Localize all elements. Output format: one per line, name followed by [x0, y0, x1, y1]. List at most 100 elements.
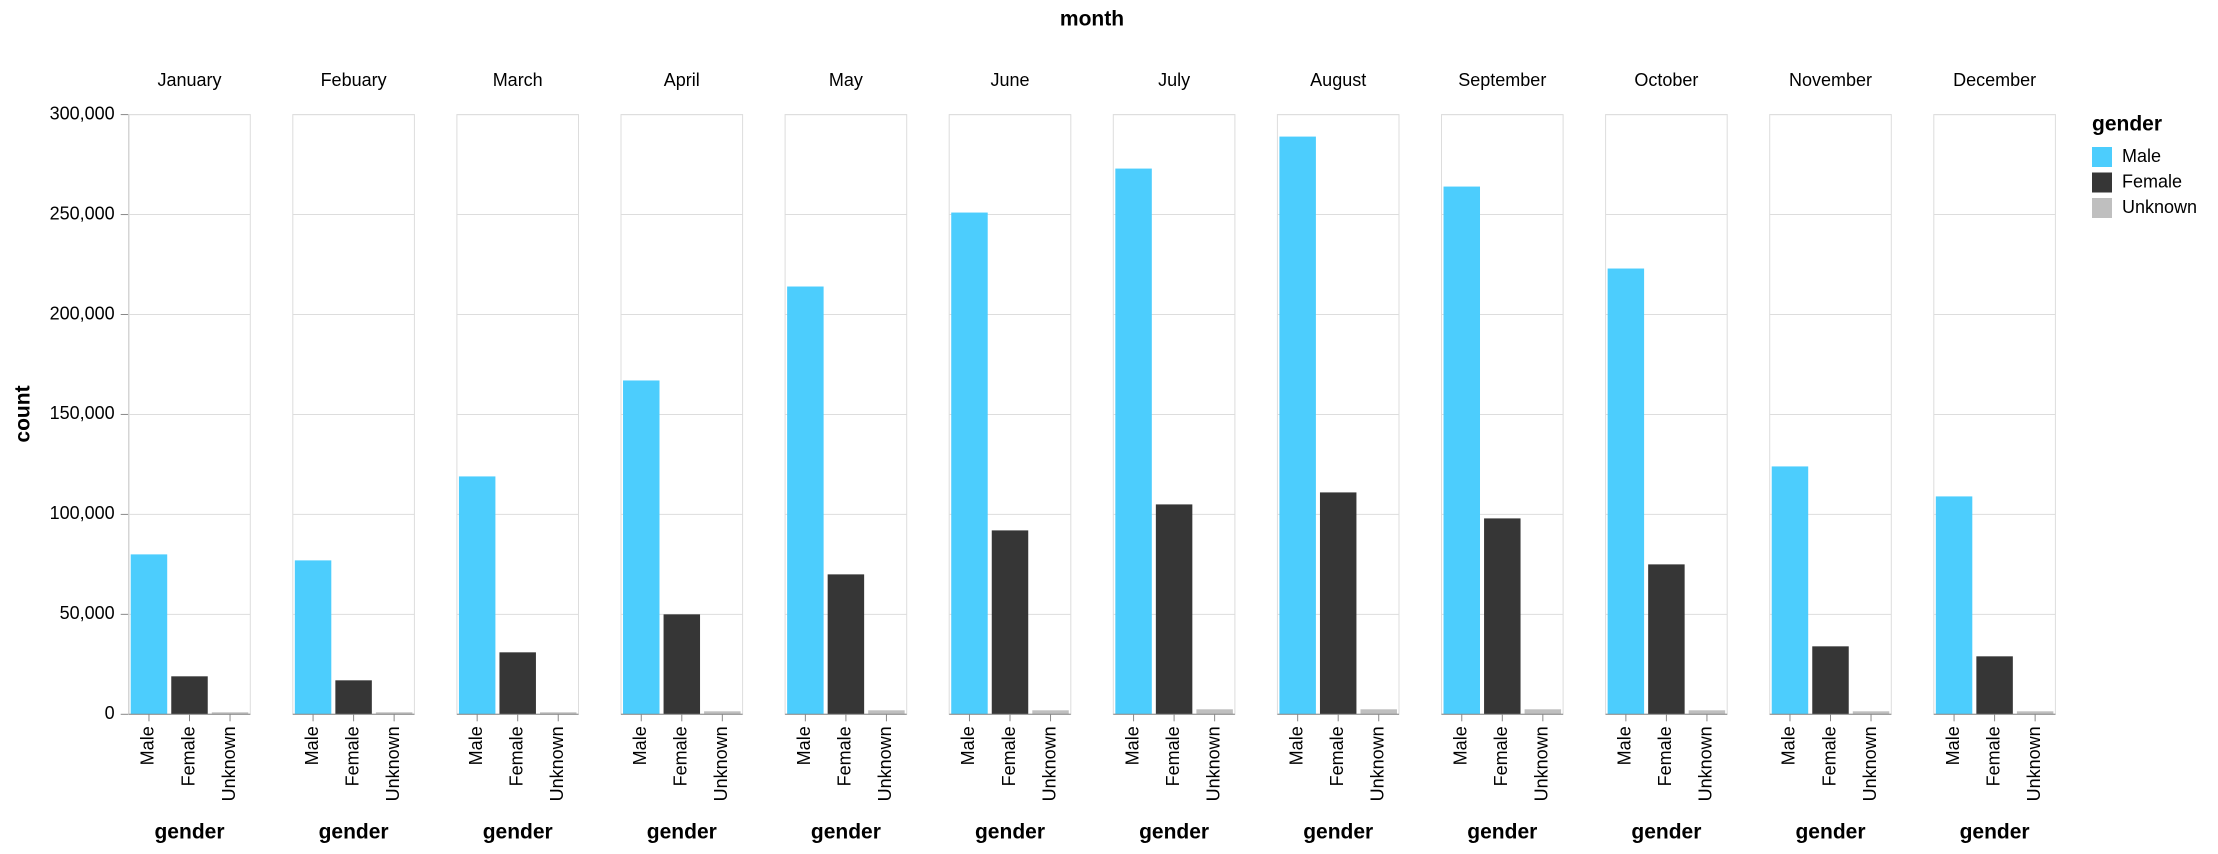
x-tick-label: Unknown	[1860, 726, 1880, 801]
bar	[1524, 709, 1562, 715]
x-tick-label: Male	[958, 726, 978, 765]
y-tick-label: 100,000	[50, 503, 115, 523]
x-tick-label: Male	[1286, 726, 1306, 765]
x-tick-label: Female	[671, 726, 691, 786]
x-tick-label: Unknown	[383, 726, 403, 801]
y-tick-label: 50,000	[60, 603, 115, 623]
bar	[375, 712, 413, 715]
bar	[2016, 711, 2054, 715]
bar	[539, 712, 577, 715]
bar	[171, 676, 208, 715]
bar	[1852, 711, 1890, 715]
bar	[1484, 518, 1521, 715]
x-tick-label: Male	[1122, 726, 1142, 765]
bar	[951, 212, 988, 715]
x-tick-label: Unknown	[711, 726, 731, 801]
x-tick-label: Male	[1615, 726, 1635, 765]
legend-swatch	[2092, 198, 2112, 218]
bar	[1319, 492, 1357, 715]
legend-label: Unknown	[2122, 197, 2197, 217]
x-tick-label: Female	[1819, 726, 1839, 786]
x-tick-label: Male	[1451, 726, 1471, 765]
x-tick-label: Male	[1779, 726, 1799, 765]
panel-title: May	[829, 70, 863, 90]
bar	[1196, 709, 1233, 715]
x-axis-title: gender	[483, 821, 553, 844]
panel-title: November	[1789, 70, 1872, 90]
x-axis-title: gender	[647, 821, 717, 844]
panel-title: September	[1458, 70, 1546, 90]
legend-label: Female	[2122, 171, 2182, 191]
y-tick-label: 200,000	[50, 303, 115, 323]
legend-swatch	[2092, 172, 2112, 193]
panel-title: August	[1310, 70, 1366, 90]
panel-title: January	[157, 70, 221, 90]
bar	[211, 712, 249, 715]
x-axis-title: gender	[1631, 821, 1701, 844]
bar	[1607, 268, 1645, 715]
bar	[130, 554, 168, 715]
bar	[827, 574, 865, 715]
x-tick-label: Unknown	[547, 726, 567, 801]
x-tick-label: Female	[999, 726, 1019, 786]
bar	[1279, 136, 1316, 715]
bar	[623, 380, 660, 715]
bar	[704, 711, 741, 715]
x-tick-label: Unknown	[219, 726, 239, 801]
x-axis-title: gender	[154, 821, 224, 844]
x-axis-title: gender	[319, 821, 389, 844]
bar	[1688, 710, 1726, 715]
y-tick-label: 300,000	[50, 103, 115, 123]
bar	[499, 652, 536, 715]
x-tick-label: Male	[630, 726, 650, 765]
x-tick-label: Female	[1655, 726, 1675, 786]
y-tick-label: 250,000	[50, 203, 115, 223]
y-tick-label: 0	[105, 703, 115, 723]
bar	[335, 680, 372, 715]
bar	[868, 710, 905, 715]
bar	[1155, 504, 1193, 715]
x-tick-label: Unknown	[1367, 726, 1387, 801]
panel-title: December	[1953, 70, 2036, 90]
x-tick-label: Male	[302, 726, 322, 765]
bar	[1443, 186, 1481, 715]
x-tick-label: Female	[1983, 726, 2003, 786]
bar	[1360, 709, 1397, 715]
x-tick-label: Male	[138, 726, 158, 765]
legend-swatch	[2092, 147, 2112, 167]
x-axis-title: gender	[975, 821, 1045, 844]
y-axis-title: count	[12, 385, 35, 442]
y-tick-label: 150,000	[50, 403, 115, 423]
panel-title: October	[1634, 70, 1698, 90]
x-tick-label: Unknown	[875, 726, 895, 801]
bar	[787, 286, 824, 715]
x-tick-label: Female	[835, 726, 855, 786]
x-tick-label: Female	[178, 726, 198, 786]
x-axis-title: gender	[1795, 821, 1865, 844]
chart-title: month	[1060, 8, 1124, 31]
x-tick-label: Unknown	[1532, 726, 1552, 801]
x-tick-label: Female	[1163, 726, 1183, 786]
bar	[1812, 646, 1849, 715]
x-tick-label: Male	[466, 726, 486, 765]
x-tick-label: Unknown	[1696, 726, 1716, 801]
panel-title: April	[664, 70, 700, 90]
panel-title: July	[1158, 70, 1190, 90]
x-axis-title: gender	[1960, 821, 2030, 844]
x-axis-title: gender	[1139, 821, 1209, 844]
panel-title: March	[493, 70, 543, 90]
x-tick-label: Unknown	[1203, 726, 1223, 801]
bar	[991, 530, 1029, 715]
bar	[1115, 168, 1152, 715]
x-axis-title: gender	[1303, 821, 1373, 844]
x-tick-label: Female	[1327, 726, 1347, 786]
panel-title: June	[990, 70, 1029, 90]
bar	[663, 614, 701, 715]
bar	[1648, 564, 1685, 715]
x-tick-label: Unknown	[1039, 726, 1059, 801]
x-tick-label: Female	[342, 726, 362, 786]
x-tick-label: Male	[794, 726, 814, 765]
legend-title: gender	[2092, 113, 2162, 136]
bar	[1935, 496, 1973, 715]
